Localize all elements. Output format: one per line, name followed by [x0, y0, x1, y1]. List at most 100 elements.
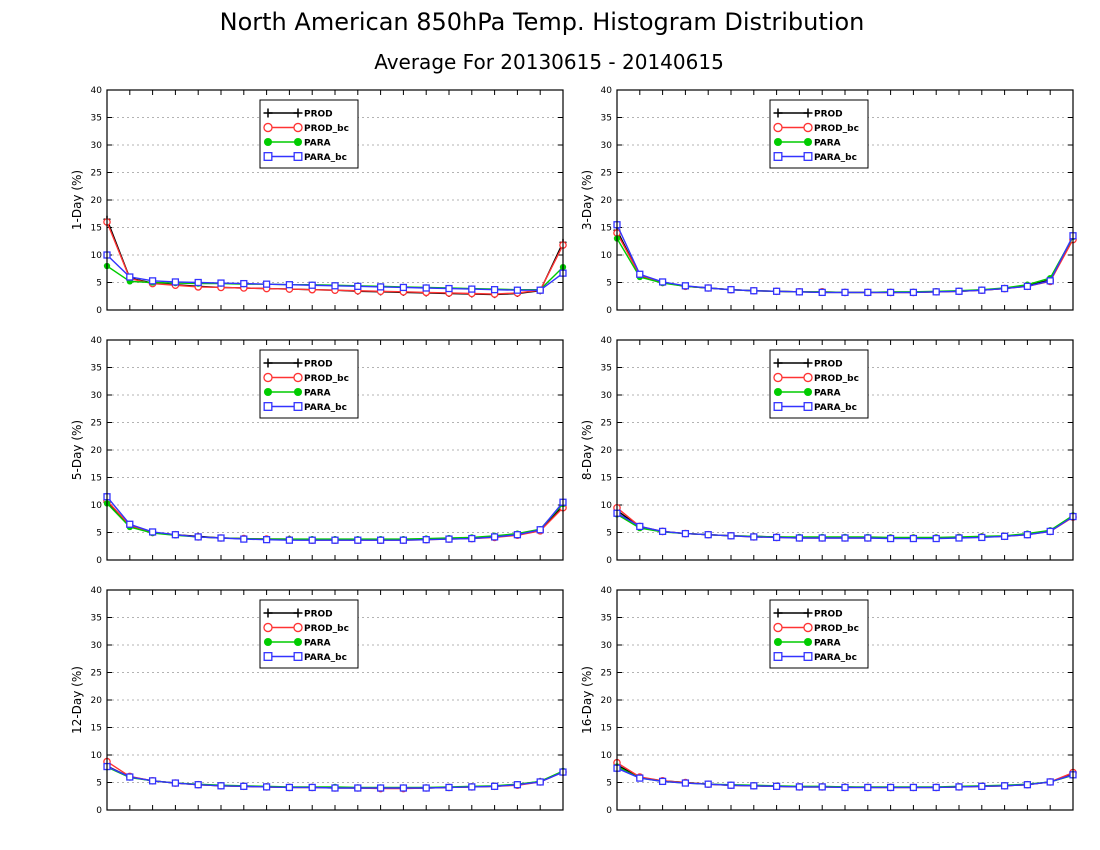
data-point	[841, 534, 849, 542]
legend-label: PARA	[814, 389, 841, 399]
y-tick-label: 10	[601, 751, 613, 761]
data-point	[636, 270, 644, 278]
y-tick-label: 25	[91, 419, 102, 429]
legend-label: PROD	[814, 610, 843, 620]
legend-marker	[773, 608, 783, 618]
legend-label: PARA	[304, 139, 331, 149]
legend-marker	[263, 637, 273, 647]
data-point	[1023, 531, 1032, 539]
legend-label: PARA_bc	[814, 653, 857, 663]
data-point	[978, 782, 986, 790]
y-tick-label: 10	[601, 501, 613, 511]
legend-marker	[773, 358, 783, 368]
data-point	[1000, 284, 1009, 293]
y-axis-label: 5-Day (%)	[70, 420, 84, 480]
y-tick-label: 15	[91, 224, 102, 234]
data-point	[422, 536, 430, 544]
plot-frame	[616, 89, 1074, 311]
data-point	[399, 536, 408, 544]
plot-frame	[106, 339, 564, 561]
data-point	[490, 782, 499, 790]
y-tick-label: 5	[96, 279, 102, 289]
legend-marker	[293, 608, 303, 618]
y-tick-label: 30	[91, 641, 103, 651]
y-tick-label: 5	[606, 279, 612, 289]
chart-panel: 0 5 10 15 20 25 30 35 40 5-Day (%) PROD PROD_bc PARA…	[70, 336, 567, 566]
y-tick-label: 35	[91, 614, 102, 624]
data-point	[262, 280, 271, 288]
data-point	[490, 533, 499, 541]
legend-marker	[293, 402, 303, 411]
y-tick-label: 10	[601, 251, 613, 261]
y-tick-label: 20	[601, 696, 613, 706]
legend-label: PROD_bc	[814, 374, 859, 384]
data-point	[126, 520, 134, 528]
data-point	[171, 278, 180, 286]
y-tick-label: 0	[96, 306, 102, 316]
y-tick-label: 25	[601, 419, 612, 429]
legend-marker	[773, 637, 783, 647]
legend-label: PROD_bc	[304, 374, 349, 384]
y-axis-label: 3-Day (%)	[580, 170, 594, 230]
y-tick-label: 0	[606, 806, 612, 816]
data-point	[513, 531, 522, 539]
data-point	[285, 281, 294, 289]
legend-marker	[803, 402, 813, 411]
chart-panel: 0 5 10 15 20 25 30 35 40 1-Day (%) PROD PROD_bc PARA…	[70, 86, 567, 316]
legend-marker	[293, 387, 303, 397]
data-point	[864, 288, 872, 297]
legend-marker	[773, 652, 783, 661]
data-point	[240, 535, 248, 543]
legend: PROD PROD_bc PARA PARA_bc	[769, 599, 869, 669]
data-point	[217, 279, 225, 287]
data-point	[727, 286, 735, 294]
legend-marker	[293, 358, 303, 368]
data-point	[1000, 782, 1009, 790]
y-tick-label: 0	[96, 556, 102, 566]
data-point	[955, 783, 963, 791]
data-point	[490, 286, 499, 294]
data-point	[468, 534, 476, 543]
data-point	[217, 782, 225, 790]
data-point	[126, 773, 134, 781]
legend-marker	[263, 608, 273, 618]
y-tick-label: 10	[91, 501, 103, 511]
data-point	[536, 526, 544, 534]
y-tick-label: 20	[91, 446, 103, 456]
data-point	[795, 534, 804, 542]
chart-panel: 0 5 10 15 20 25 30 35 40 3-Day (%) PROD PROD_bc PARA…	[580, 86, 1077, 316]
data-point	[681, 282, 690, 290]
data-point	[886, 288, 895, 297]
y-tick-label: 20	[601, 446, 613, 456]
data-point	[331, 784, 339, 792]
data-point	[795, 783, 804, 791]
y-tick-label: 35	[91, 114, 102, 124]
legend-marker	[773, 122, 783, 133]
data-point	[354, 536, 362, 544]
legend-marker	[263, 358, 273, 368]
data-point	[886, 783, 895, 792]
y-tick-label: 30	[601, 141, 613, 151]
legend-marker	[803, 122, 813, 133]
legend-marker	[293, 622, 303, 633]
y-tick-label: 15	[91, 474, 102, 484]
data-point	[864, 534, 872, 542]
data-point	[376, 283, 385, 291]
legend-marker	[803, 372, 813, 383]
legend-label: PROD	[814, 360, 843, 370]
data-point	[658, 527, 667, 536]
legend-label: PARA_bc	[304, 153, 347, 163]
y-tick-label: 30	[601, 641, 613, 651]
legend-marker	[263, 108, 273, 118]
data-point	[727, 532, 735, 540]
data-point	[376, 536, 385, 544]
data-point	[772, 533, 781, 542]
legend-marker	[803, 608, 813, 618]
data-point	[658, 278, 667, 286]
data-point	[171, 531, 180, 539]
legend-label: PROD_bc	[304, 624, 349, 634]
y-tick-label: 40	[601, 586, 613, 596]
legend-marker	[293, 108, 303, 118]
data-point	[148, 777, 157, 785]
